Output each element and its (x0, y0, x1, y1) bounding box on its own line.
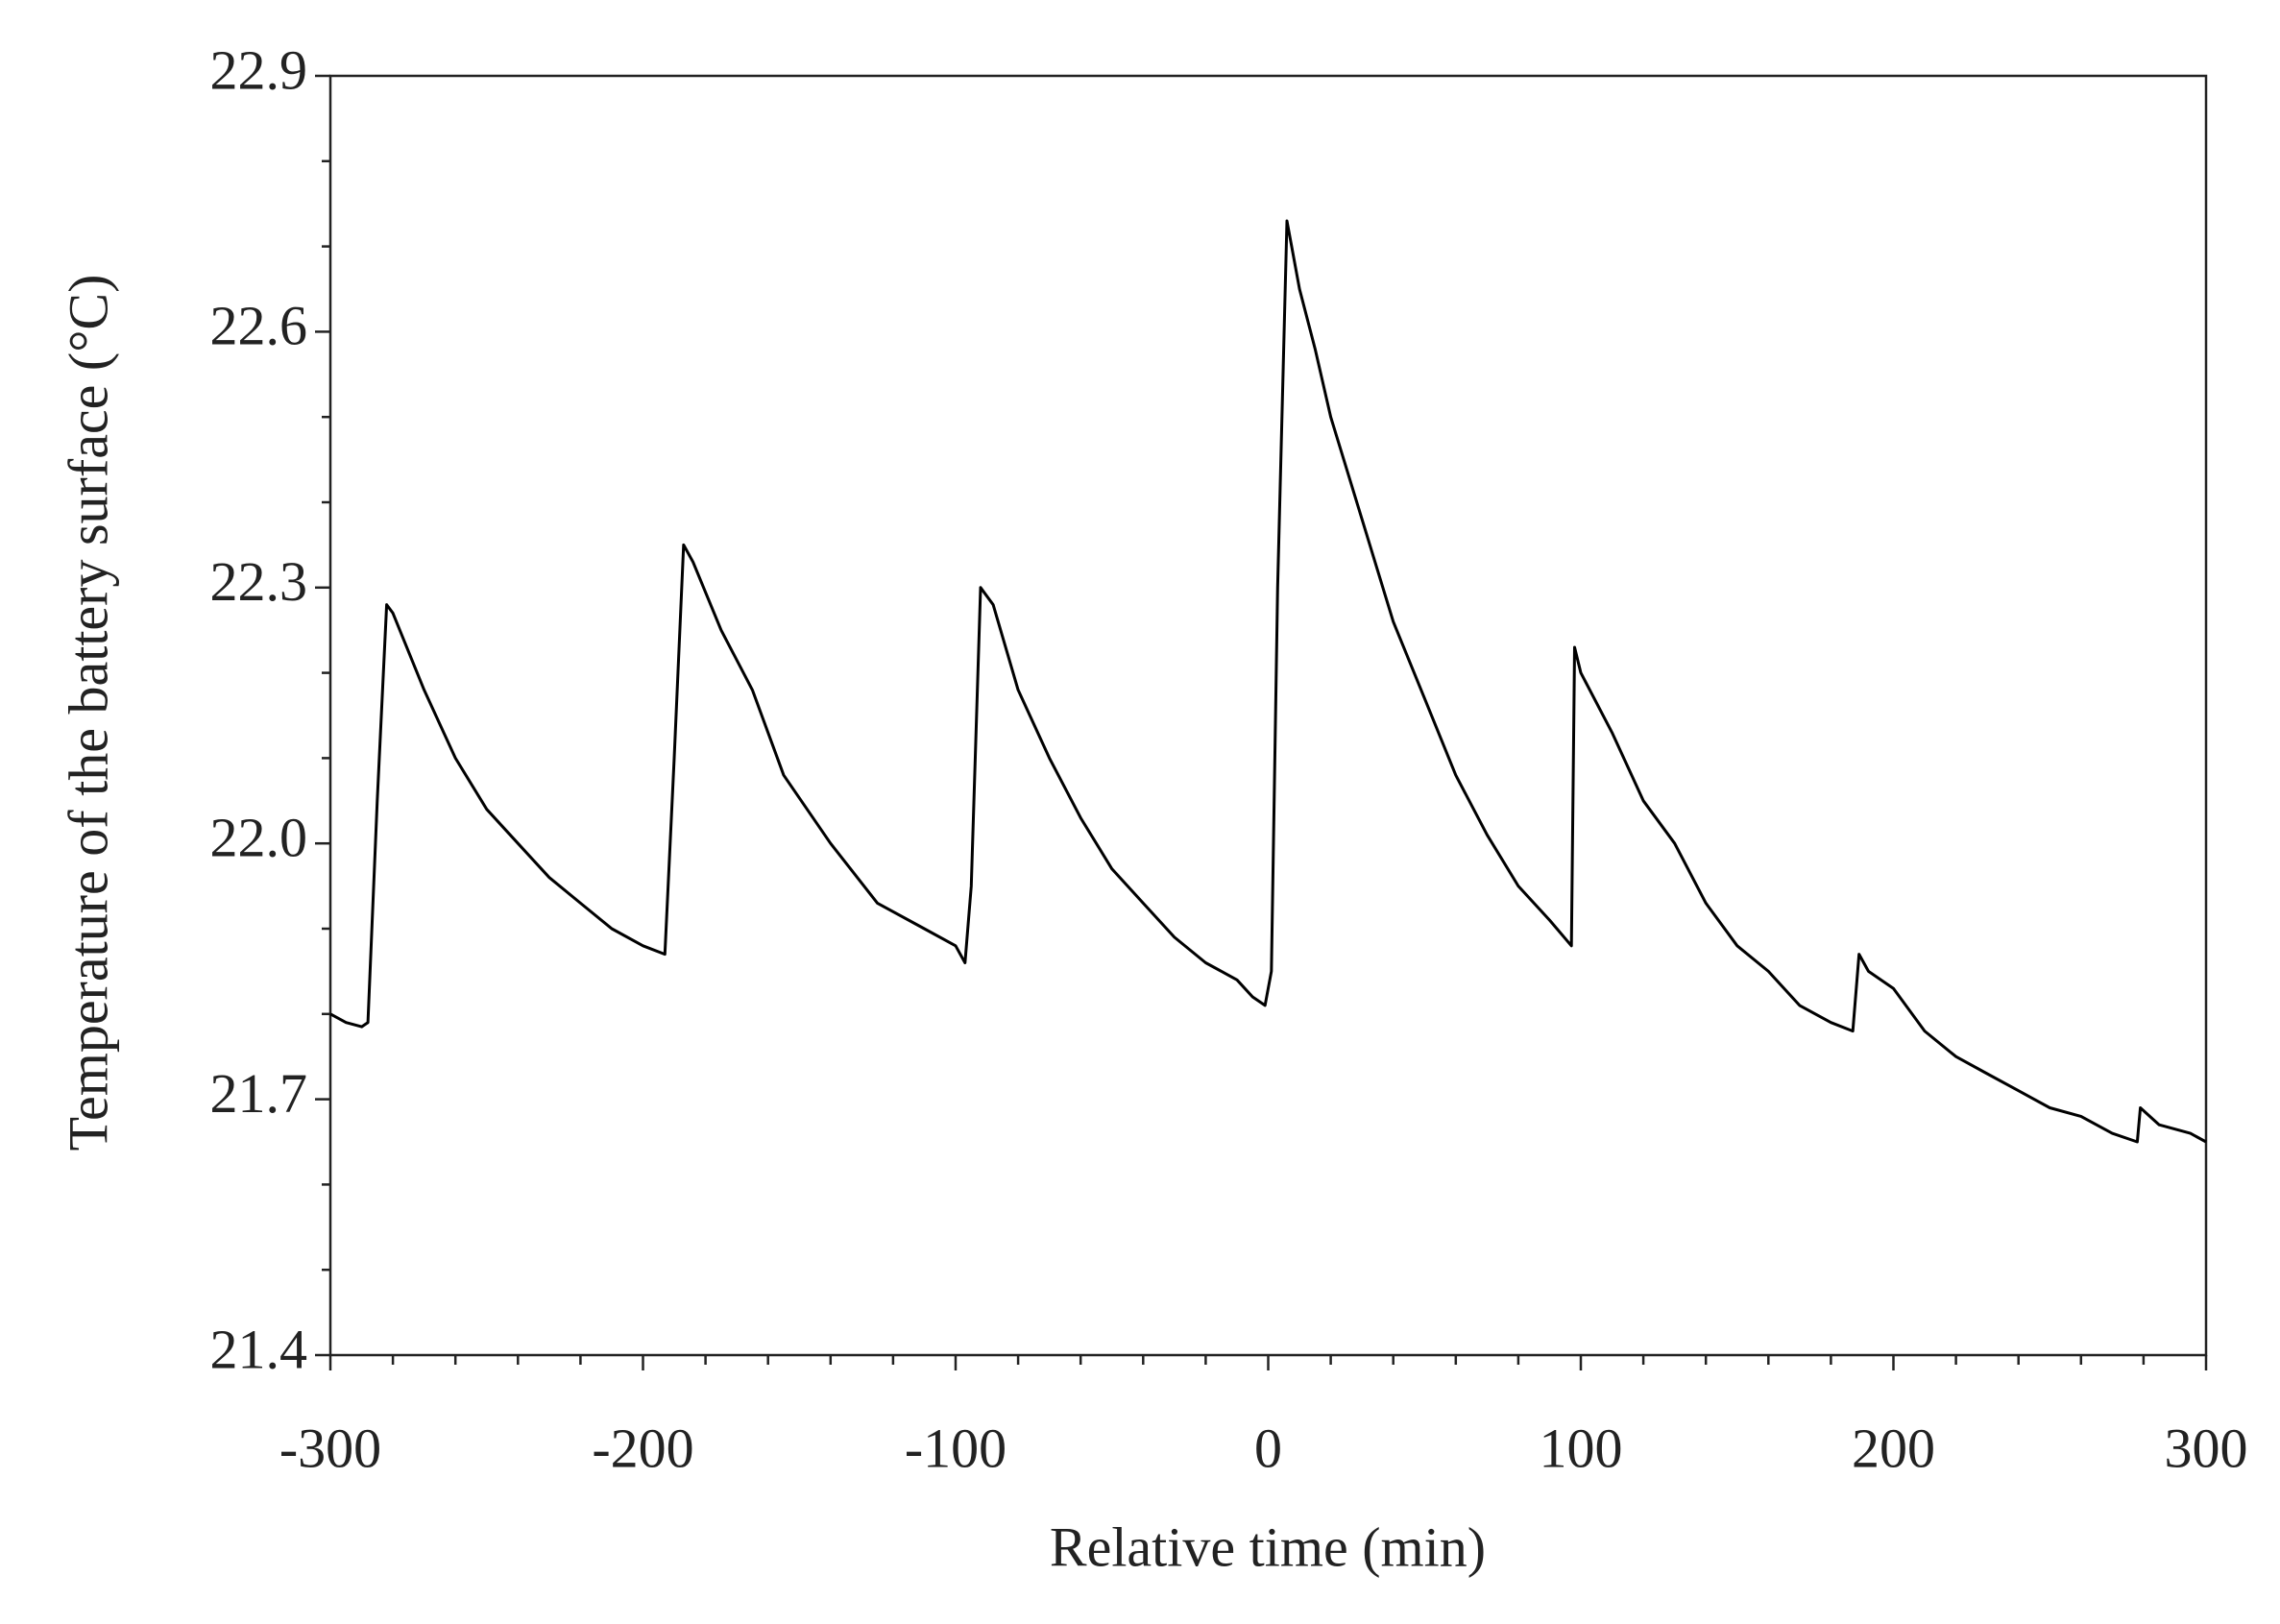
plot-frame (328, 74, 2208, 1357)
data-line (329, 219, 2207, 1144)
y-tick-label: 22.9 (210, 38, 308, 101)
x-axis-title: Relative time (min) (1050, 1515, 1486, 1578)
y-tick-label: 21.4 (210, 1318, 308, 1380)
y-tick-label: 21.7 (210, 1062, 308, 1125)
x-tick-label: 200 (1852, 1417, 1935, 1479)
y-tick-label: 22.3 (210, 550, 308, 613)
y-tick-label: 22.0 (210, 807, 308, 869)
x-tick-label: 300 (2165, 1417, 2248, 1479)
x-tick-label: 100 (1540, 1417, 1623, 1479)
x-tick-label: 0 (1254, 1417, 1282, 1479)
x-tick-label: -300 (279, 1417, 381, 1479)
x-tick-label: -200 (592, 1417, 693, 1479)
y-axis-title: Temperature of the battery surface (°C) (57, 275, 119, 1151)
x-tick-label: -100 (905, 1417, 1007, 1479)
y-tick-label: 22.6 (210, 295, 308, 357)
